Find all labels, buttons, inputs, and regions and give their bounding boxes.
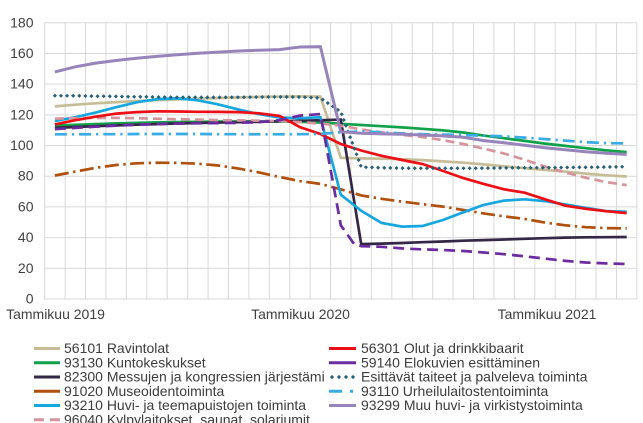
svg-text:56301 Olut ja drinkkibaarit: 56301 Olut ja drinkkibaarit [361, 340, 524, 356]
svg-text:140: 140 [10, 76, 34, 92]
svg-text:120: 120 [10, 106, 34, 122]
svg-text:93130 Kuntokeskukset: 93130 Kuntokeskukset [64, 354, 206, 370]
svg-text:Tammikuu 2019: Tammikuu 2019 [6, 306, 105, 322]
svg-text:180: 180 [10, 14, 34, 30]
svg-text:20: 20 [18, 260, 34, 276]
svg-text:93299 Muu huvi- ja virkistysto: 93299 Muu huvi- ja virkistystoiminta [361, 397, 583, 413]
svg-text:93110 Urheilulaitostentoiminta: 93110 Urheilulaitostentoiminta [361, 383, 549, 399]
svg-text:Tammikuu 2020: Tammikuu 2020 [251, 306, 350, 322]
svg-text:80: 80 [18, 168, 34, 184]
svg-text:100: 100 [10, 137, 34, 153]
svg-text:40: 40 [18, 229, 34, 245]
svg-text:Esittävät taiteet ja palveleva: Esittävät taiteet ja palveleva toiminta [361, 369, 588, 385]
svg-text:Tammikuu 2021: Tammikuu 2021 [498, 306, 597, 322]
svg-text:91020 Museoidentoiminta: 91020 Museoidentoiminta [64, 383, 225, 399]
svg-text:59140 Elokuvien esittäminen: 59140 Elokuvien esittäminen [361, 354, 540, 370]
svg-text:56101 Ravintolat: 56101 Ravintolat [64, 340, 169, 356]
svg-text:0: 0 [26, 291, 34, 307]
svg-text:160: 160 [10, 45, 34, 61]
svg-text:60: 60 [18, 198, 34, 214]
svg-text:82300 Messujen ja kongressien: 82300 Messujen ja kongressien järjestämi [64, 369, 325, 385]
svg-text:93210 Huvi- ja teemapuistojen: 93210 Huvi- ja teemapuistojen toiminta [64, 397, 306, 413]
svg-text:96040 Kylpylaitokset, saunat,: 96040 Kylpylaitokset, saunat, solariumit [64, 411, 310, 423]
